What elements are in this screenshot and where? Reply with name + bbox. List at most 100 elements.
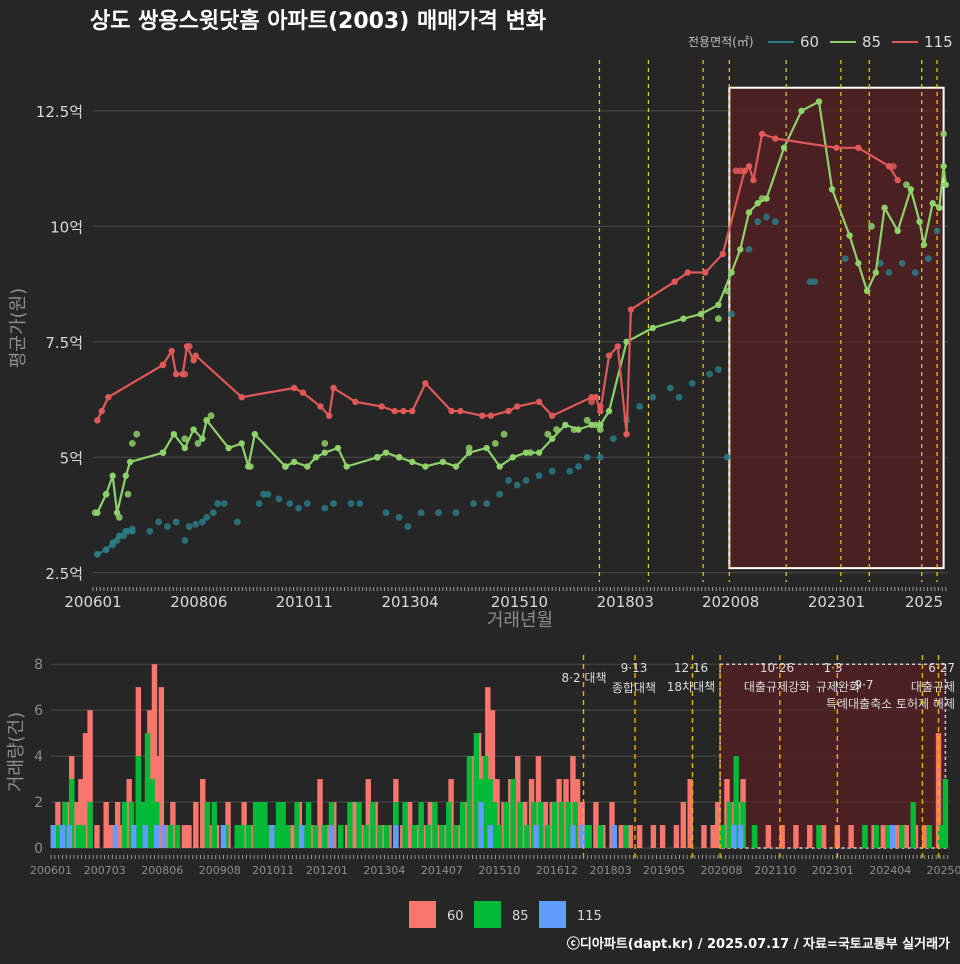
price-line-point-85 <box>159 449 167 456</box>
price-line-point-85 <box>170 430 178 438</box>
volume-legend: 60 85 115 <box>409 901 602 928</box>
price-line-point-60 <box>109 539 116 546</box>
volume-bar-85 <box>538 802 544 848</box>
price-point-60 <box>435 509 442 517</box>
volume-bar-85 <box>285 825 291 848</box>
volume-bar-85 <box>312 825 319 848</box>
volume-x-tick-label: 200908 <box>199 864 241 877</box>
volume-bar-85 <box>926 825 933 848</box>
volume-bar-85 <box>370 802 376 848</box>
price-line-point-115 <box>592 394 600 401</box>
price-line-point-85 <box>597 421 604 429</box>
volume-bar-85 <box>321 825 328 848</box>
price-line-point-115 <box>94 417 101 424</box>
price-point-85 <box>491 440 499 447</box>
policy-annotation-label: 대출규제강화 <box>744 680 810 694</box>
volume-bar-60 <box>78 779 84 848</box>
price-point-115 <box>588 398 595 406</box>
price-point-85 <box>583 416 591 424</box>
volume-x-tick-label: 202301 <box>812 864 854 877</box>
price-line-point-115 <box>487 412 495 419</box>
volume-y-axis-label: 거래량(건) <box>6 712 27 792</box>
price-point-60 <box>382 509 390 517</box>
x-tick-label: 202008 <box>702 593 759 611</box>
volume-x-tick-label: 202008 <box>700 864 742 877</box>
price-line-point-115 <box>671 278 678 285</box>
price-line-point-115 <box>325 412 333 419</box>
price-point-60 <box>209 509 217 517</box>
price-point-60 <box>911 269 919 276</box>
price-line-point-85 <box>680 315 687 322</box>
x-tick-label: 202301 <box>808 593 865 611</box>
price-line-point-60 <box>94 551 101 558</box>
highlight-box <box>728 86 945 570</box>
volume-bar-85 <box>586 825 592 848</box>
volume-y-tick-label: 6 <box>34 703 43 719</box>
x-tick-label: 2025 <box>905 593 943 611</box>
volume-bar-85 <box>338 825 344 848</box>
volume-x-tick-label: 201407 <box>421 864 463 877</box>
legend-label-115: 115 <box>577 909 602 924</box>
y-axis-label: 평균가(원) <box>8 288 29 368</box>
volume-bar-60 <box>365 779 371 848</box>
price-line-point-85 <box>422 463 429 470</box>
volume-bar-85 <box>174 825 181 848</box>
price-line-point-85 <box>321 449 328 456</box>
volume-bar-115 <box>160 825 167 848</box>
price-point-60 <box>728 310 735 318</box>
volume-x-tick-label: 201905 <box>643 864 685 877</box>
volume-bar-60 <box>894 825 900 848</box>
price-line-point-115 <box>772 135 779 142</box>
volume-bar-85 <box>885 825 891 848</box>
price-line-point-115 <box>192 352 199 359</box>
price-point-85 <box>124 490 132 498</box>
volume-highlight-region <box>719 663 947 849</box>
price-line-point-85 <box>798 107 805 115</box>
price-point-60 <box>163 523 171 530</box>
volume-bar-85 <box>80 825 86 848</box>
price-line-point-85 <box>754 200 761 207</box>
price-line-point-85 <box>881 204 888 212</box>
price-point-60 <box>203 513 211 521</box>
volume-bar-60 <box>710 825 716 848</box>
volume-policy-lines <box>582 655 940 858</box>
price-point-60 <box>688 379 696 387</box>
price-line-point-85 <box>238 440 245 447</box>
volume-bar-115 <box>731 825 737 848</box>
volume-bar-85 <box>873 825 880 848</box>
price-line-point-85 <box>697 310 705 318</box>
price-point-85 <box>596 426 604 433</box>
price-line-point-115 <box>168 347 175 355</box>
volume-bar-85 <box>482 756 489 848</box>
price-line-point-115 <box>894 176 901 184</box>
price-line-point-115 <box>457 407 464 415</box>
volume-bar-85 <box>751 825 758 848</box>
volume-x-tick-label: 20250 <box>927 864 960 877</box>
price-line-point-85 <box>199 435 206 442</box>
volume-bar-115 <box>142 825 148 848</box>
price-line-point-115 <box>702 269 709 276</box>
volume-bar-85 <box>910 802 916 848</box>
price-line-point-85 <box>737 246 744 253</box>
price-line-point-85 <box>588 421 595 429</box>
price-point-85 <box>500 430 508 438</box>
price-line-point-85 <box>109 472 116 479</box>
volume-bar-85 <box>938 825 944 848</box>
price-line-point-85 <box>863 287 871 295</box>
volume-bar-115 <box>487 825 493 848</box>
price-line-point-85 <box>763 195 770 202</box>
price-line-point-85 <box>623 338 630 345</box>
volume-bar-60 <box>765 825 772 848</box>
policy-annotation-date: 10·26 <box>760 661 794 675</box>
x-tick-label: 201803 <box>597 593 654 611</box>
price-line-point-85 <box>452 463 460 470</box>
policy-annotation-label: 대출규제 <box>911 680 955 694</box>
volume-bar-60 <box>820 825 827 848</box>
volume-bar-85 <box>487 779 493 848</box>
volume-bar-60 <box>636 825 643 848</box>
volume-bar-85 <box>942 779 949 848</box>
price-point-60 <box>255 500 263 507</box>
price-point-60 <box>395 513 403 521</box>
price-line-point-85 <box>907 186 915 193</box>
x-axis-label: 거래년월 <box>487 610 553 631</box>
